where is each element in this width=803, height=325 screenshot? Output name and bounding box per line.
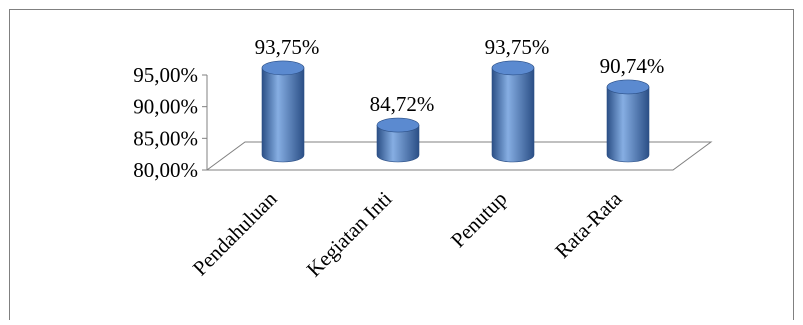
bar-body — [491, 67, 535, 163]
y-tick-label: 85,00% — [133, 126, 198, 150]
bar-top — [261, 60, 305, 76]
y-tick-label: 95,00% — [133, 63, 198, 87]
data-label: 93,75% — [485, 35, 550, 59]
chart-floor — [205, 141, 713, 171]
y-tick-label: 80,00% — [133, 158, 198, 182]
data-label: 90,74% — [600, 54, 665, 78]
bar-top — [606, 79, 650, 95]
bar — [606, 79, 650, 163]
bar-body — [261, 67, 305, 163]
bar — [491, 60, 535, 163]
bar — [376, 117, 420, 163]
y-tick-label: 90,00% — [133, 95, 198, 119]
bar-top — [376, 117, 420, 133]
data-label: 93,75% — [255, 35, 320, 59]
bar-body — [376, 124, 420, 163]
bar — [261, 60, 305, 163]
bar-top — [491, 60, 535, 76]
data-label: 84,72% — [370, 92, 435, 116]
bar-body — [606, 86, 650, 163]
